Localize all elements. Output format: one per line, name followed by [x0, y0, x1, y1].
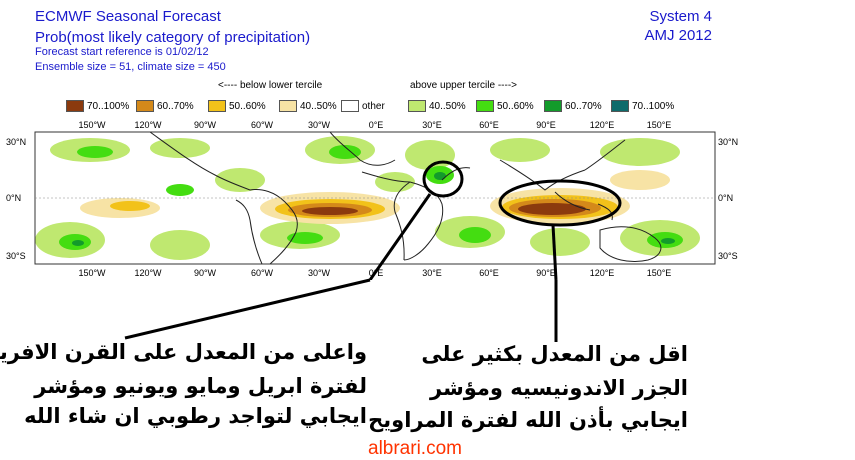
right-annotation-line-3: ايجابي بأذن الله لفترة المراويح [368, 408, 688, 432]
below-tercile-label: <---- below lower tercile [218, 80, 323, 91]
longitude-label: 90°E [536, 120, 556, 130]
left-annotation-line-3: ايجابي لتواجد رطوبي ان شاء الله [24, 404, 367, 428]
indonesia-circle [498, 179, 622, 227]
longitude-label: 120°E [590, 120, 615, 130]
longitude-label: 30°W [308, 120, 331, 130]
legend-label: 40..50% [429, 100, 466, 112]
longitude-label: 30°W [308, 268, 331, 278]
legend-item: 60..70% [544, 100, 602, 112]
legend-swatch [408, 100, 426, 112]
legend-label: 60..70% [157, 100, 194, 112]
above-tercile-label: above upper tercile ----> [410, 80, 517, 91]
left-annotation-line-1: واعلى من المعدل على القرن الافريقي [0, 340, 367, 364]
right-annotation-line-1: اقل من المعدل بكثير على [421, 342, 688, 366]
system-label: System 4 [649, 8, 712, 25]
legend-label: 40..50% [300, 100, 337, 112]
legend-item: 50..60% [208, 100, 266, 112]
latitude-label: 0°N [718, 193, 733, 203]
legend-swatch [611, 100, 629, 112]
legend-swatch [476, 100, 494, 112]
longitude-label: 90°W [194, 268, 217, 278]
legend-item: 60..70% [136, 100, 194, 112]
longitude-label: 120°E [590, 268, 615, 278]
longitude-label: 150°E [647, 268, 672, 278]
legend-label: 50..60% [229, 100, 266, 112]
watermark: albrari.com [368, 438, 462, 459]
latitude-label: 30°N [6, 137, 26, 147]
longitude-label: 60°E [479, 268, 499, 278]
legend-item: 40..50% [408, 100, 466, 112]
legend-item: other [341, 100, 385, 112]
longitude-label: 60°W [251, 268, 274, 278]
latitude-label: 30°S [718, 251, 738, 261]
longitude-label: 60°E [479, 120, 499, 130]
legend: 70..100% 60..70% 50..60% 40..50% other 40..50… [66, 100, 706, 114]
legend-item: 70..100% [611, 100, 674, 112]
longitude-labels: 150°W 150°W 120°W 120°W 90°W 90°W 60°W 60°W 30°W… [78, 120, 671, 278]
longitude-label: 120°W [134, 120, 162, 130]
legend-label: 60..70% [565, 100, 602, 112]
latitude-label: 30°N [718, 137, 738, 147]
legend-item: 40..50% [279, 100, 337, 112]
longitude-label: 30°E [422, 268, 442, 278]
legend-label: other [362, 100, 385, 112]
longitude-label: 30°E [422, 120, 442, 130]
longitude-label: 150°W [78, 268, 106, 278]
indonesia-pointer [551, 224, 558, 280]
horn-of-africa-circle [422, 160, 464, 198]
legend-item: 70..100% [66, 100, 129, 112]
legend-swatch [66, 100, 84, 112]
ensemble-size: Ensemble size = 51, climate size = 450 [35, 61, 226, 73]
longitude-label: 120°W [134, 268, 162, 278]
precipitation-map: 150°W 150°W 120°W 120°W 90°W 90°W 60°W 60°W 30°W… [6, 120, 738, 280]
left-pointer-line [124, 278, 371, 340]
latitude-label: 30°S [6, 251, 26, 261]
legend-label: 50..60% [497, 100, 534, 112]
legend-label: 70..100% [632, 100, 675, 112]
latitude-label: 0°N [6, 193, 21, 203]
legend-swatch [279, 100, 297, 112]
right-annotation-line-2: الجزر الاندونيسيه ومؤشر [430, 376, 688, 400]
chart-subtitle: Prob(most likely category of precipitati… [35, 29, 311, 46]
legend-item: 50..60% [476, 100, 534, 112]
legend-swatch [341, 100, 359, 112]
horn-of-africa-pointer [368, 193, 432, 280]
left-annotation-line-2: لفترة ابريل ومايو ويونيو ومؤشر [34, 374, 367, 398]
longitude-label: 150°W [78, 120, 106, 130]
coastlines [149, 132, 662, 264]
longitude-label: 90°W [194, 120, 217, 130]
longitude-label: 0°E [369, 268, 384, 278]
longitude-label: 60°W [251, 120, 274, 130]
pointer-lines [124, 278, 558, 342]
legend-label: 70..100% [87, 100, 130, 112]
latitude-labels: 30°N 30°N 0°N 0°N 30°S 30°S [6, 137, 738, 261]
longitude-label: 0°E [369, 120, 384, 130]
forecast-period: AMJ 2012 [644, 27, 712, 44]
legend-swatch [136, 100, 154, 112]
chart-title: ECMWF Seasonal Forecast [35, 8, 221, 25]
forecast-start-reference: Forecast start reference is 01/02/12 [35, 46, 209, 58]
longitude-label: 150°E [647, 120, 672, 130]
longitude-label: 90°E [536, 268, 556, 278]
legend-swatch [544, 100, 562, 112]
legend-swatch [208, 100, 226, 112]
